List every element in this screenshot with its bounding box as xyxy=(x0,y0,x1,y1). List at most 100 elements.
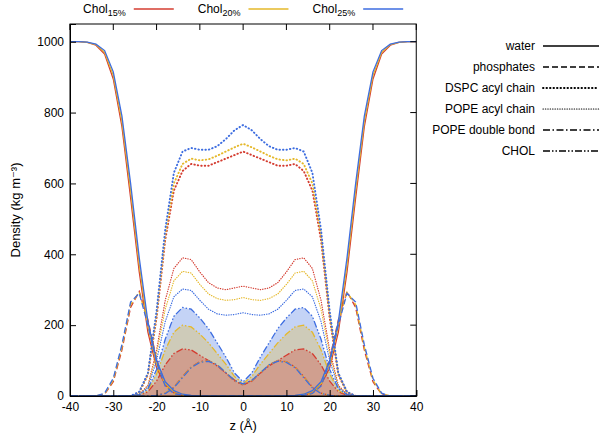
legend-swatch xyxy=(248,8,288,10)
x-tick: 10 xyxy=(280,390,294,414)
legend-label: POPE double bond xyxy=(432,123,535,137)
x-tick-mark-top xyxy=(70,24,71,30)
legend-swatch xyxy=(543,66,599,67)
plot-marks xyxy=(70,42,416,396)
x-tick-mark xyxy=(330,390,331,396)
chart-container: waterphosphatesDSPC acyl chainPOPE acyl … xyxy=(0,0,605,440)
legend-swatch xyxy=(543,87,599,89)
x-tick-mark-top xyxy=(156,24,157,30)
legend-label: phosphates xyxy=(473,60,535,74)
y-tick-label: 1000 xyxy=(37,35,64,49)
y-tick-mark xyxy=(70,42,76,43)
legend-swatch xyxy=(543,108,599,109)
mirror-ticks xyxy=(70,24,416,396)
x-tick: 40 xyxy=(410,390,424,414)
x-tick-label: 0 xyxy=(240,400,247,414)
density-line xyxy=(70,361,416,396)
density-area xyxy=(70,349,416,396)
density-line xyxy=(70,42,416,396)
legend-swatch xyxy=(543,150,599,151)
x-tick-label: 10 xyxy=(280,400,294,414)
x-tick-mark-top xyxy=(416,24,417,30)
y-tick-mark xyxy=(70,325,76,326)
y-tick-label: 200 xyxy=(44,318,64,332)
y-tick-mark-right xyxy=(410,183,416,184)
x-tick-mark xyxy=(113,390,114,396)
density-line xyxy=(70,289,416,396)
x-tick-label: 20 xyxy=(324,400,338,414)
x-tick-mark xyxy=(416,390,417,396)
legend-swatch xyxy=(134,8,174,10)
legend-item: Chol25% xyxy=(312,2,403,18)
y-tick-mark-right xyxy=(410,41,416,42)
density-area xyxy=(70,325,416,396)
x-tick-mark-top xyxy=(113,24,114,30)
y-tick-mark-right xyxy=(410,254,416,255)
x-tick: -20 xyxy=(148,390,166,414)
x-tick-label: 40 xyxy=(410,400,424,414)
density-line xyxy=(70,152,416,396)
plot-frame xyxy=(70,24,416,396)
x-tick-mark xyxy=(373,390,374,396)
x-axis-line xyxy=(71,390,417,397)
chart-svg: waterphosphatesDSPC acyl chainPOPE acyl … xyxy=(0,0,605,440)
x-tick-mark-top xyxy=(199,24,200,30)
y-tick: 600 xyxy=(44,177,76,191)
y-tick-mark xyxy=(70,254,76,255)
y-tick-label: 400 xyxy=(44,248,64,262)
density-line xyxy=(70,361,416,396)
y-tick: 1000 xyxy=(37,35,76,49)
y-tick: 400 xyxy=(44,248,76,262)
y-tick-mark xyxy=(70,113,76,114)
y-tick-mark xyxy=(70,396,76,397)
y-tick-label: 600 xyxy=(44,177,64,191)
x-tick-mark xyxy=(286,390,287,396)
x-tick-mark-top xyxy=(286,24,287,30)
x-tick-label: -10 xyxy=(192,400,210,414)
density-line xyxy=(70,258,416,396)
y-tick-label: 800 xyxy=(44,106,64,120)
y-tick-mark-right xyxy=(410,112,416,113)
density-line xyxy=(70,42,416,396)
density-line xyxy=(70,271,416,396)
y-axis: 0 200 400 600 800 1000 xyxy=(37,25,76,404)
density-line xyxy=(70,325,416,396)
legend-label: DSPC acyl chain xyxy=(445,81,535,95)
density-line xyxy=(70,291,416,396)
x-tick: 20 xyxy=(324,390,338,414)
density-line xyxy=(70,42,416,396)
density-line xyxy=(70,307,416,396)
density-line xyxy=(70,361,416,396)
y-axis-title: Density (kg m⁻³) xyxy=(8,163,23,258)
y-tick-mark-right xyxy=(410,396,416,397)
x-tick-label: 30 xyxy=(367,400,381,414)
legend-label: Chol25% xyxy=(312,2,355,18)
density-line xyxy=(70,349,416,396)
legend-item: Chol15% xyxy=(83,2,174,18)
color-legend: Chol15% Chol20% Chol25% xyxy=(83,2,403,18)
y-tick-mark xyxy=(70,183,76,184)
density-line xyxy=(70,293,416,396)
x-tick-mark xyxy=(243,390,244,396)
density-line xyxy=(70,144,416,396)
legend-label: CHOL xyxy=(502,144,536,158)
legend-label: POPE acyl chain xyxy=(445,102,535,116)
legend-swatch xyxy=(543,129,599,130)
x-axis: -40-30-20-10010203040 xyxy=(62,390,424,414)
legend-swatch xyxy=(543,45,599,46)
y-tick: 800 xyxy=(44,106,76,120)
x-tick-mark xyxy=(157,390,158,396)
y-tick: 0 xyxy=(57,389,76,403)
legend-item: Chol20% xyxy=(198,2,289,18)
x-axis-title: z (Å) xyxy=(229,418,256,433)
x-tick: -30 xyxy=(105,390,123,414)
x-tick-label: -20 xyxy=(148,400,166,414)
y-tick-label: 0 xyxy=(57,389,64,403)
style-legend: waterphosphatesDSPC acyl chainPOPE acyl … xyxy=(432,39,599,158)
density-line xyxy=(70,292,416,396)
legend-swatch xyxy=(363,8,403,10)
x-tick-mark xyxy=(200,390,201,396)
density-line xyxy=(70,125,416,396)
legend-label: Chol20% xyxy=(198,2,241,18)
x-tick-mark-top xyxy=(372,24,373,30)
